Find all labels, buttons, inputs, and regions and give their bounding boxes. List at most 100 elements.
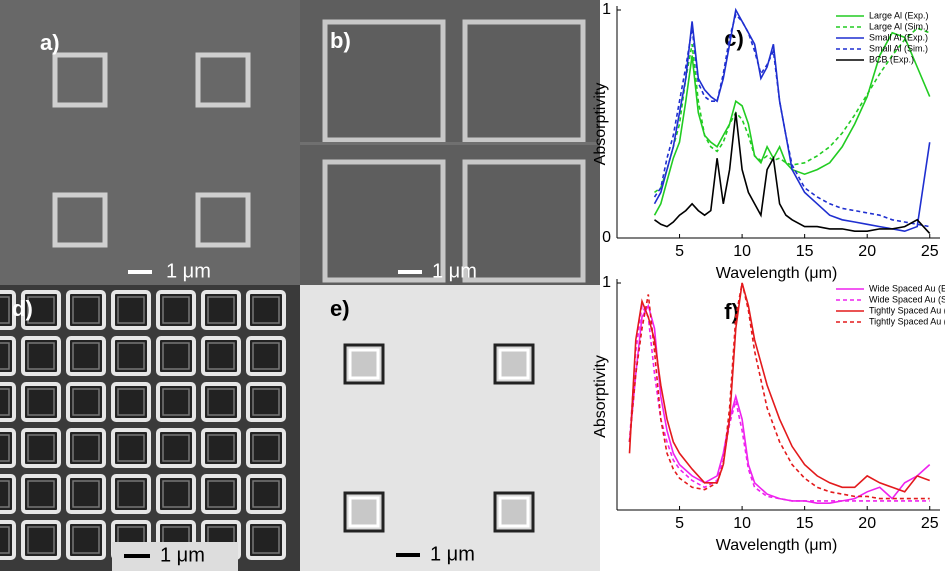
cell (21, 474, 61, 514)
cell (72, 342, 100, 370)
x-tick-label: 25 (921, 515, 939, 532)
cell (66, 382, 106, 422)
panel-label: a) (40, 30, 60, 55)
cell (252, 342, 280, 370)
x-tick-label: 20 (858, 243, 876, 260)
cell (201, 474, 241, 514)
x-tick-label: 5 (675, 515, 684, 532)
cell (111, 336, 151, 376)
cell (201, 382, 241, 422)
cell (0, 296, 10, 324)
cell (27, 296, 55, 324)
cell (21, 520, 61, 560)
series-line (653, 31, 931, 216)
x-tick-label: 10 (733, 515, 751, 532)
panel-label: e) (330, 296, 350, 321)
cell (0, 336, 16, 376)
ring (348, 496, 380, 528)
cell (0, 526, 10, 554)
cell (246, 336, 286, 376)
cell (201, 290, 241, 330)
legend-label: Wide Spaced Au (Exp.) (869, 283, 945, 293)
cell (66, 474, 106, 514)
cell (207, 296, 235, 324)
legend-label: Wide Spaced Au (Sim.) (869, 294, 945, 304)
x-tick-label: 15 (796, 243, 814, 260)
panel-label: b) (330, 28, 351, 53)
cell (162, 342, 190, 370)
cell (0, 520, 16, 560)
cell (21, 382, 61, 422)
cell (156, 336, 196, 376)
cell (156, 382, 196, 422)
scale-bar-label: 1 μm (432, 260, 477, 282)
x-tick-label: 15 (796, 515, 814, 532)
square-ring (195, 52, 251, 108)
y-axis-label: Absorptivity (592, 355, 609, 438)
cell (162, 296, 190, 324)
series-line (653, 7, 931, 233)
square-ring (322, 159, 446, 283)
cell (246, 520, 286, 560)
y-tick-label: 1 (602, 274, 611, 291)
scale-bar-label: 1 μm (430, 543, 475, 565)
cell (207, 434, 235, 462)
panel-label: d) (12, 296, 33, 321)
square-ring (195, 192, 251, 248)
cell (246, 428, 286, 468)
legend-label: Tightly Spaced Au (Sim.) (869, 316, 945, 326)
cell (117, 296, 145, 324)
sem-features (0, 19, 600, 560)
cell (21, 290, 61, 330)
panel-label: c) (724, 26, 744, 51)
cell (21, 428, 61, 468)
square-ring (462, 159, 586, 283)
ring (348, 348, 380, 380)
square-ring (52, 192, 108, 248)
cell (72, 526, 100, 554)
cell (201, 428, 241, 468)
square-ring (462, 19, 586, 143)
cell (207, 388, 235, 416)
cell (111, 474, 151, 514)
series-line (628, 282, 930, 493)
legend-label: Tightly Spaced Au (Exp.) (869, 305, 945, 315)
cell (0, 474, 16, 514)
cell (0, 382, 16, 422)
cell (252, 296, 280, 324)
cell (207, 480, 235, 508)
cell (0, 342, 10, 370)
legend-label: Small Al (Exp.) (869, 32, 928, 42)
series-line (628, 303, 931, 504)
ring (498, 496, 530, 528)
cell (72, 388, 100, 416)
legend-label: Large Al (Exp.) (869, 10, 929, 20)
cell (252, 388, 280, 416)
cell (162, 388, 190, 416)
cell (21, 336, 61, 376)
scale-bar-label: 1 μm (160, 544, 205, 566)
series-line (628, 282, 930, 500)
cell (252, 526, 280, 554)
cell (156, 428, 196, 468)
cell (111, 382, 151, 422)
legend-label: Large Al (Sim.) (869, 21, 929, 31)
x-tick-label: 10 (733, 243, 751, 260)
cell (156, 290, 196, 330)
x-axis-label: Wavelength (μm) (716, 265, 838, 282)
cell (162, 434, 190, 462)
cell (66, 520, 106, 560)
cell (72, 434, 100, 462)
cell (252, 434, 280, 462)
cell (0, 388, 10, 416)
cell (0, 290, 16, 330)
cell (246, 382, 286, 422)
x-tick-label: 5 (675, 243, 684, 260)
cell (66, 336, 106, 376)
cell (201, 336, 241, 376)
cell (156, 474, 196, 514)
cell (207, 342, 235, 370)
cell (111, 428, 151, 468)
x-axis-label: Wavelength (μm) (716, 537, 838, 554)
cell (0, 428, 16, 468)
